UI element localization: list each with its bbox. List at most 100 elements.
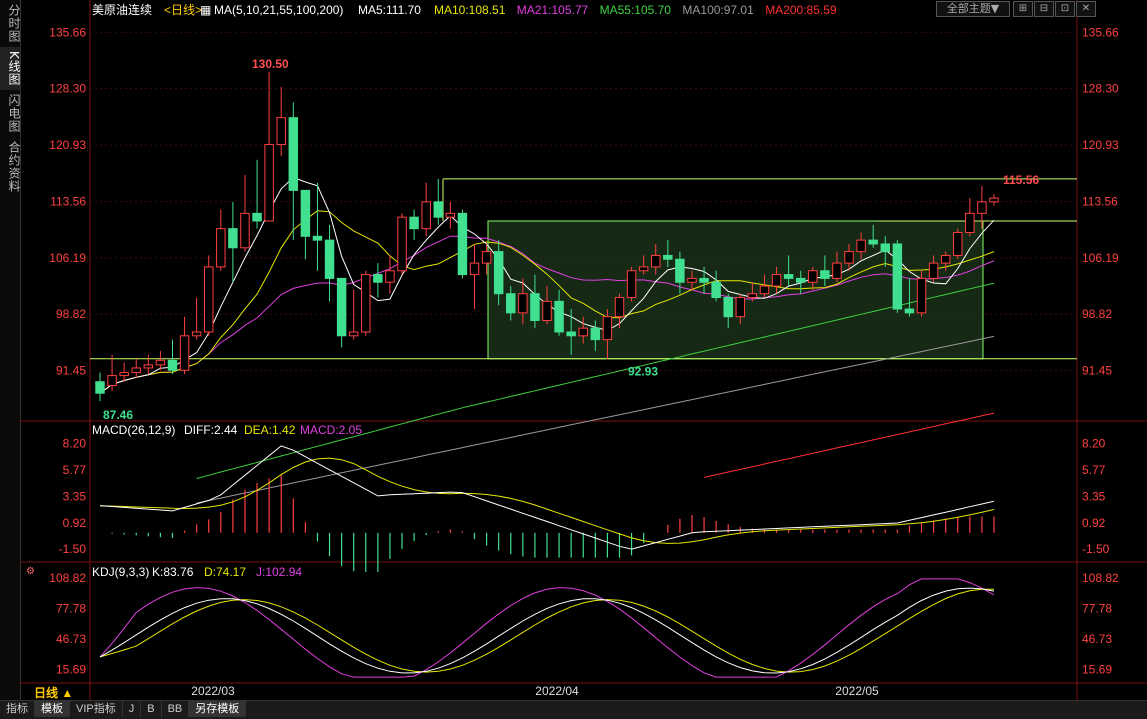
- price-axis-label-right: 113.56: [1082, 194, 1118, 208]
- date-label: 2022/03: [191, 684, 235, 698]
- candle-body: [542, 300, 552, 322]
- close-icon[interactable]: ✕: [1076, 1, 1096, 17]
- kdj-axis-right: 15.69: [1082, 663, 1112, 677]
- period-label: <日线>: [164, 3, 202, 17]
- price-axis-label-right: 128.30: [1082, 82, 1119, 96]
- candle-body: [240, 212, 250, 249]
- candle-body: [167, 359, 178, 371]
- diff-line: [99, 445, 995, 550]
- candle-body: [457, 212, 468, 276]
- bottom-tab-5[interactable]: BB: [162, 701, 190, 717]
- kdj-label: KDJ(9,3,3): [92, 565, 149, 579]
- kdj-axis-right: 77.78: [1082, 602, 1112, 616]
- candle-body: [844, 251, 854, 264]
- layout-icon[interactable]: ⊞: [1013, 1, 1033, 17]
- maximize-icon[interactable]: ⊡: [1055, 1, 1075, 17]
- macd-value: MACD:2.05: [300, 423, 362, 437]
- candle-body: [191, 331, 202, 337]
- kdj-axis-right: 108.82: [1082, 571, 1119, 585]
- candle-body: [699, 277, 709, 283]
- theme-dropdown[interactable]: 全部主题▼: [936, 1, 1010, 17]
- candle-body: [675, 258, 685, 283]
- sidebar-tab-3[interactable]: 合约资料: [7, 140, 21, 193]
- kdj-axis-left: 108.82: [49, 571, 86, 585]
- price-axis-label-right: 106.19: [1082, 251, 1119, 265]
- sidebar-tab-0[interactable]: 分时图: [7, 4, 21, 43]
- kdj-k-line: [99, 587, 995, 674]
- candle-body: [530, 293, 540, 322]
- price-axis-label-right: 91.45: [1082, 364, 1112, 378]
- dea-line: [99, 457, 995, 544]
- macd-axis-right: 3.35: [1082, 489, 1106, 503]
- candle-body: [626, 270, 637, 299]
- price-axis-label-left: 128.30: [49, 82, 86, 96]
- kdj-axis-left: 15.69: [56, 663, 86, 677]
- candle-body: [216, 228, 226, 268]
- ma-value-2: MA21:105.77: [517, 3, 589, 17]
- candle-body: [747, 293, 758, 299]
- macd-axis-right: 5.77: [1082, 463, 1106, 477]
- bottom-tab-1[interactable]: 模板: [35, 701, 70, 717]
- candle-body: [373, 274, 383, 283]
- candle-body: [336, 277, 347, 337]
- sidebar-tab-1[interactable]: K线图: [0, 47, 21, 90]
- candle-body: [228, 228, 238, 249]
- bottom-tab-6[interactable]: 另存模板: [189, 701, 247, 717]
- bottom-tab-4[interactable]: B: [141, 701, 162, 717]
- candle-body: [989, 197, 999, 203]
- candle-body: [361, 274, 371, 333]
- candle-body: [95, 381, 105, 394]
- candle-body: [179, 335, 190, 371]
- macd-axis-right: -1.50: [1082, 542, 1110, 556]
- macd-axis-left: -1.50: [59, 542, 87, 556]
- candle-body: [131, 367, 141, 374]
- candle-body: [107, 375, 117, 387]
- macd-axis-left: 3.35: [63, 489, 87, 503]
- candle-body: [288, 117, 299, 191]
- candle-body: [602, 316, 613, 341]
- candle-body: [723, 297, 733, 318]
- consolidation-box: [487, 220, 984, 360]
- minimize-icon[interactable]: ⊟: [1034, 1, 1054, 17]
- bottom-tab-3[interactable]: J: [123, 701, 142, 717]
- bottom-tab-0[interactable]: 指标: [0, 701, 35, 717]
- candle-body: [481, 251, 492, 264]
- candle-body: [711, 281, 721, 299]
- macd-axis-left: 8.20: [63, 437, 87, 451]
- bottom-tab-2[interactable]: VIP指标: [70, 701, 123, 717]
- ma-value-3: MA55:105.70: [600, 3, 672, 17]
- kdj-axis-right: 46.73: [1082, 632, 1112, 646]
- ma-value-1: MA10:108.51: [434, 3, 506, 17]
- price-axis-label-left: 91.45: [56, 364, 86, 378]
- candle-body: [445, 212, 456, 218]
- candle-body: [977, 201, 987, 214]
- candle-body: [892, 243, 903, 310]
- candle-body: [518, 293, 528, 314]
- candle-body: [421, 201, 431, 230]
- ma55-line: [196, 282, 995, 479]
- macd-axis-left: 5.77: [63, 463, 87, 477]
- macd-axis-right: 0.92: [1082, 516, 1106, 530]
- candle-body: [397, 216, 407, 272]
- candle-body: [469, 262, 480, 276]
- macd-label: MACD(26,12,9): [92, 423, 175, 437]
- kline-chart[interactable]: 135.66 135.66 128.30 128.30 120.93 120.93 113.…: [0, 0, 1147, 700]
- candle-body: [904, 308, 915, 314]
- candle-body: [252, 212, 262, 222]
- price-axis-label-left: 98.82: [56, 307, 86, 321]
- candle-body: [783, 274, 794, 279]
- candle-body: [264, 143, 274, 222]
- candle-body: [554, 300, 564, 333]
- ma100-line: [196, 335, 995, 504]
- sidebar-tab-2[interactable]: 闪电图: [7, 93, 21, 133]
- kdj-axis-left: 46.73: [56, 632, 86, 646]
- kdj-axis-left: 77.78: [56, 602, 86, 616]
- bottom-toolbar: 指标 模板 VIP指标 J B BB 另存模板: [0, 700, 1147, 719]
- price-axis-label-left: 113.56: [50, 194, 86, 208]
- ma-value-4: MA100:97.01: [682, 3, 754, 17]
- macd-diff: DIFF:2.44: [184, 423, 238, 437]
- candle-body: [965, 212, 975, 233]
- candle-body: [312, 235, 323, 241]
- kdj-settings-icon: ⚙: [26, 566, 35, 577]
- kdj-j-line: [99, 578, 995, 678]
